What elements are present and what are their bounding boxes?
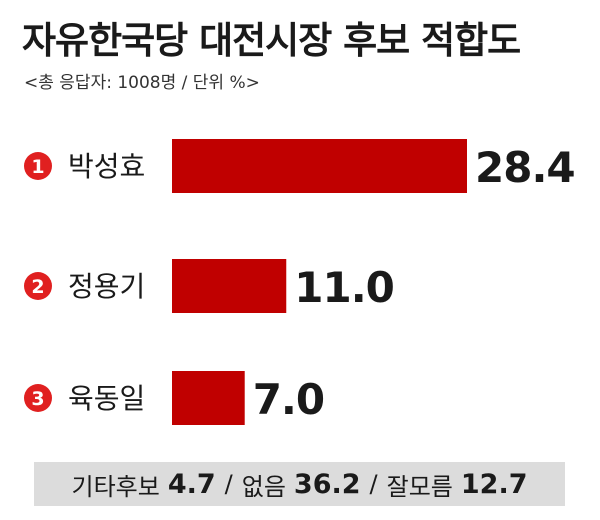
footer-separator: / <box>369 470 378 498</box>
bar <box>172 259 287 313</box>
data-label: 11.0 <box>294 263 394 312</box>
rank-badge <box>24 272 52 300</box>
data-label: 7.0 <box>253 375 324 424</box>
rank-number: 1 <box>31 156 44 178</box>
footer-value-dont-know: 12.7 <box>460 468 528 500</box>
chart-subtitle: <총 응답자: 1008명 / 단위 %> <box>24 73 260 93</box>
footer-separator: / <box>224 470 233 498</box>
footer-value-other-candidates: 4.7 <box>167 468 216 500</box>
bar <box>172 371 245 425</box>
bar <box>172 139 467 193</box>
footer-label-dont-know: 잘모름 <box>386 472 453 501</box>
category-label: 육동일 <box>68 382 145 415</box>
rank-number: 3 <box>31 388 44 410</box>
rank-badge <box>24 384 52 412</box>
rank-number: 2 <box>31 276 44 298</box>
chart-title: 자유한국당 대전시장 후보 적합도 <box>22 19 521 62</box>
footer-label-other-candidates: 기타후보 <box>71 472 160 501</box>
category-label: 정용기 <box>68 270 145 303</box>
category-label: 박성효 <box>68 150 145 183</box>
footer-label-none: 없음 <box>241 472 286 501</box>
footer-value-none: 36.2 <box>293 468 361 500</box>
other-responses-box: 기타후보 4.7 / 없음 36.2 / 잘모름 12.7 <box>34 462 565 506</box>
data-label: 28.4 <box>475 143 575 192</box>
rank-badge <box>24 152 52 180</box>
